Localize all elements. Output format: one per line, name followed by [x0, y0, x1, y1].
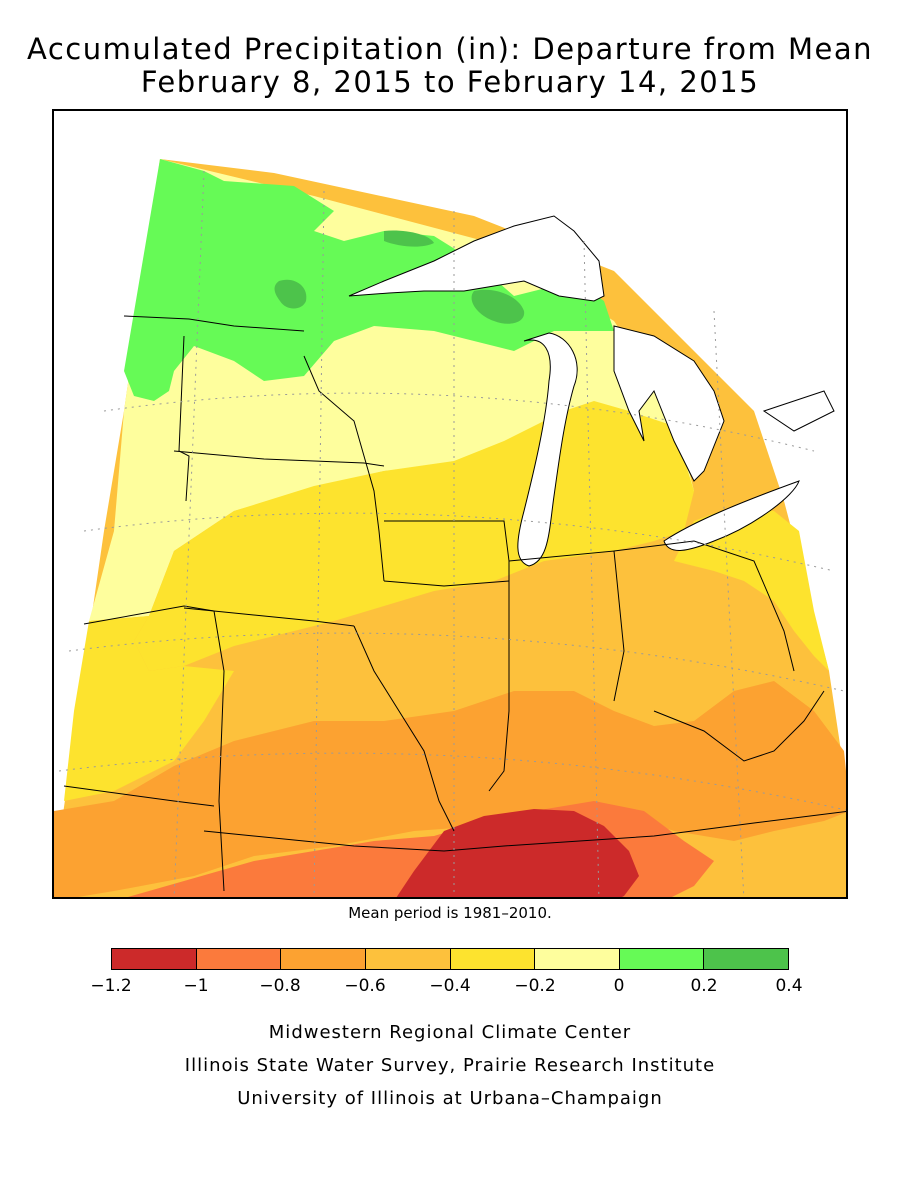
band-0-to-0.2 — [124, 159, 614, 401]
band-minus-0.8-to-0.6 — [54, 681, 846, 897]
lake-ontario — [762, 390, 835, 432]
legend-swatch — [281, 949, 366, 969]
legend-tick-label: −0.6 — [344, 976, 386, 996]
lat-lon-graticule — [58, 170, 846, 897]
map-title-line-2: February 8, 2015 to February 14, 2015 — [140, 65, 760, 99]
legend-swatch — [619, 949, 705, 969]
legend-tick-label: 0.4 — [775, 976, 803, 996]
band-0.2-to-0.4-patch-1 — [274, 279, 307, 309]
band-minus-1.2-to-1.0 — [396, 809, 639, 897]
lake-huron — [613, 325, 725, 482]
map-panel — [52, 109, 848, 899]
legend-tick-label: 0 — [613, 976, 625, 996]
legend-tick-label: −1 — [183, 976, 209, 996]
band-minus-0.4-to-0.2-west — [64, 616, 234, 801]
legend-tick-label: −0.4 — [429, 976, 471, 996]
legend-swatch — [196, 949, 282, 969]
legend-swatch — [365, 949, 451, 969]
legend-tick-label: 0.2 — [690, 976, 718, 996]
credit-line: Midwestern Regional Climate Center — [268, 1022, 632, 1043]
legend-tick-label: −0.8 — [259, 976, 301, 996]
mean-period-note: Mean period is 1981–2010. — [348, 904, 552, 922]
legend-swatch — [704, 949, 788, 969]
legend-color-bar — [111, 948, 789, 970]
legend-swatch — [112, 949, 197, 969]
legend-tick-label: −0.2 — [514, 976, 556, 996]
lake-erie — [663, 480, 800, 551]
band-0.2-to-0.4-patch-2 — [471, 289, 525, 324]
great-lakes — [348, 215, 835, 567]
state-boundaries — [63, 315, 846, 892]
band-0.2-to-0.4-patch-3 — [384, 230, 434, 247]
legend-swatch — [535, 949, 620, 969]
legend-tick-label: −1.2 — [90, 976, 132, 996]
color-scale-legend — [111, 948, 789, 970]
precipitation-departure-map — [54, 159, 846, 897]
legend-swatch — [450, 949, 536, 969]
lake-superior — [348, 215, 605, 302]
map-title-line-1: Accumulated Precipitation (in): Departur… — [26, 32, 874, 66]
lake-michigan — [517, 332, 578, 567]
credit-line: University of Illinois at Urbana–Champai… — [237, 1088, 663, 1109]
credit-line: Illinois State Water Survey, Prairie Res… — [184, 1055, 716, 1076]
